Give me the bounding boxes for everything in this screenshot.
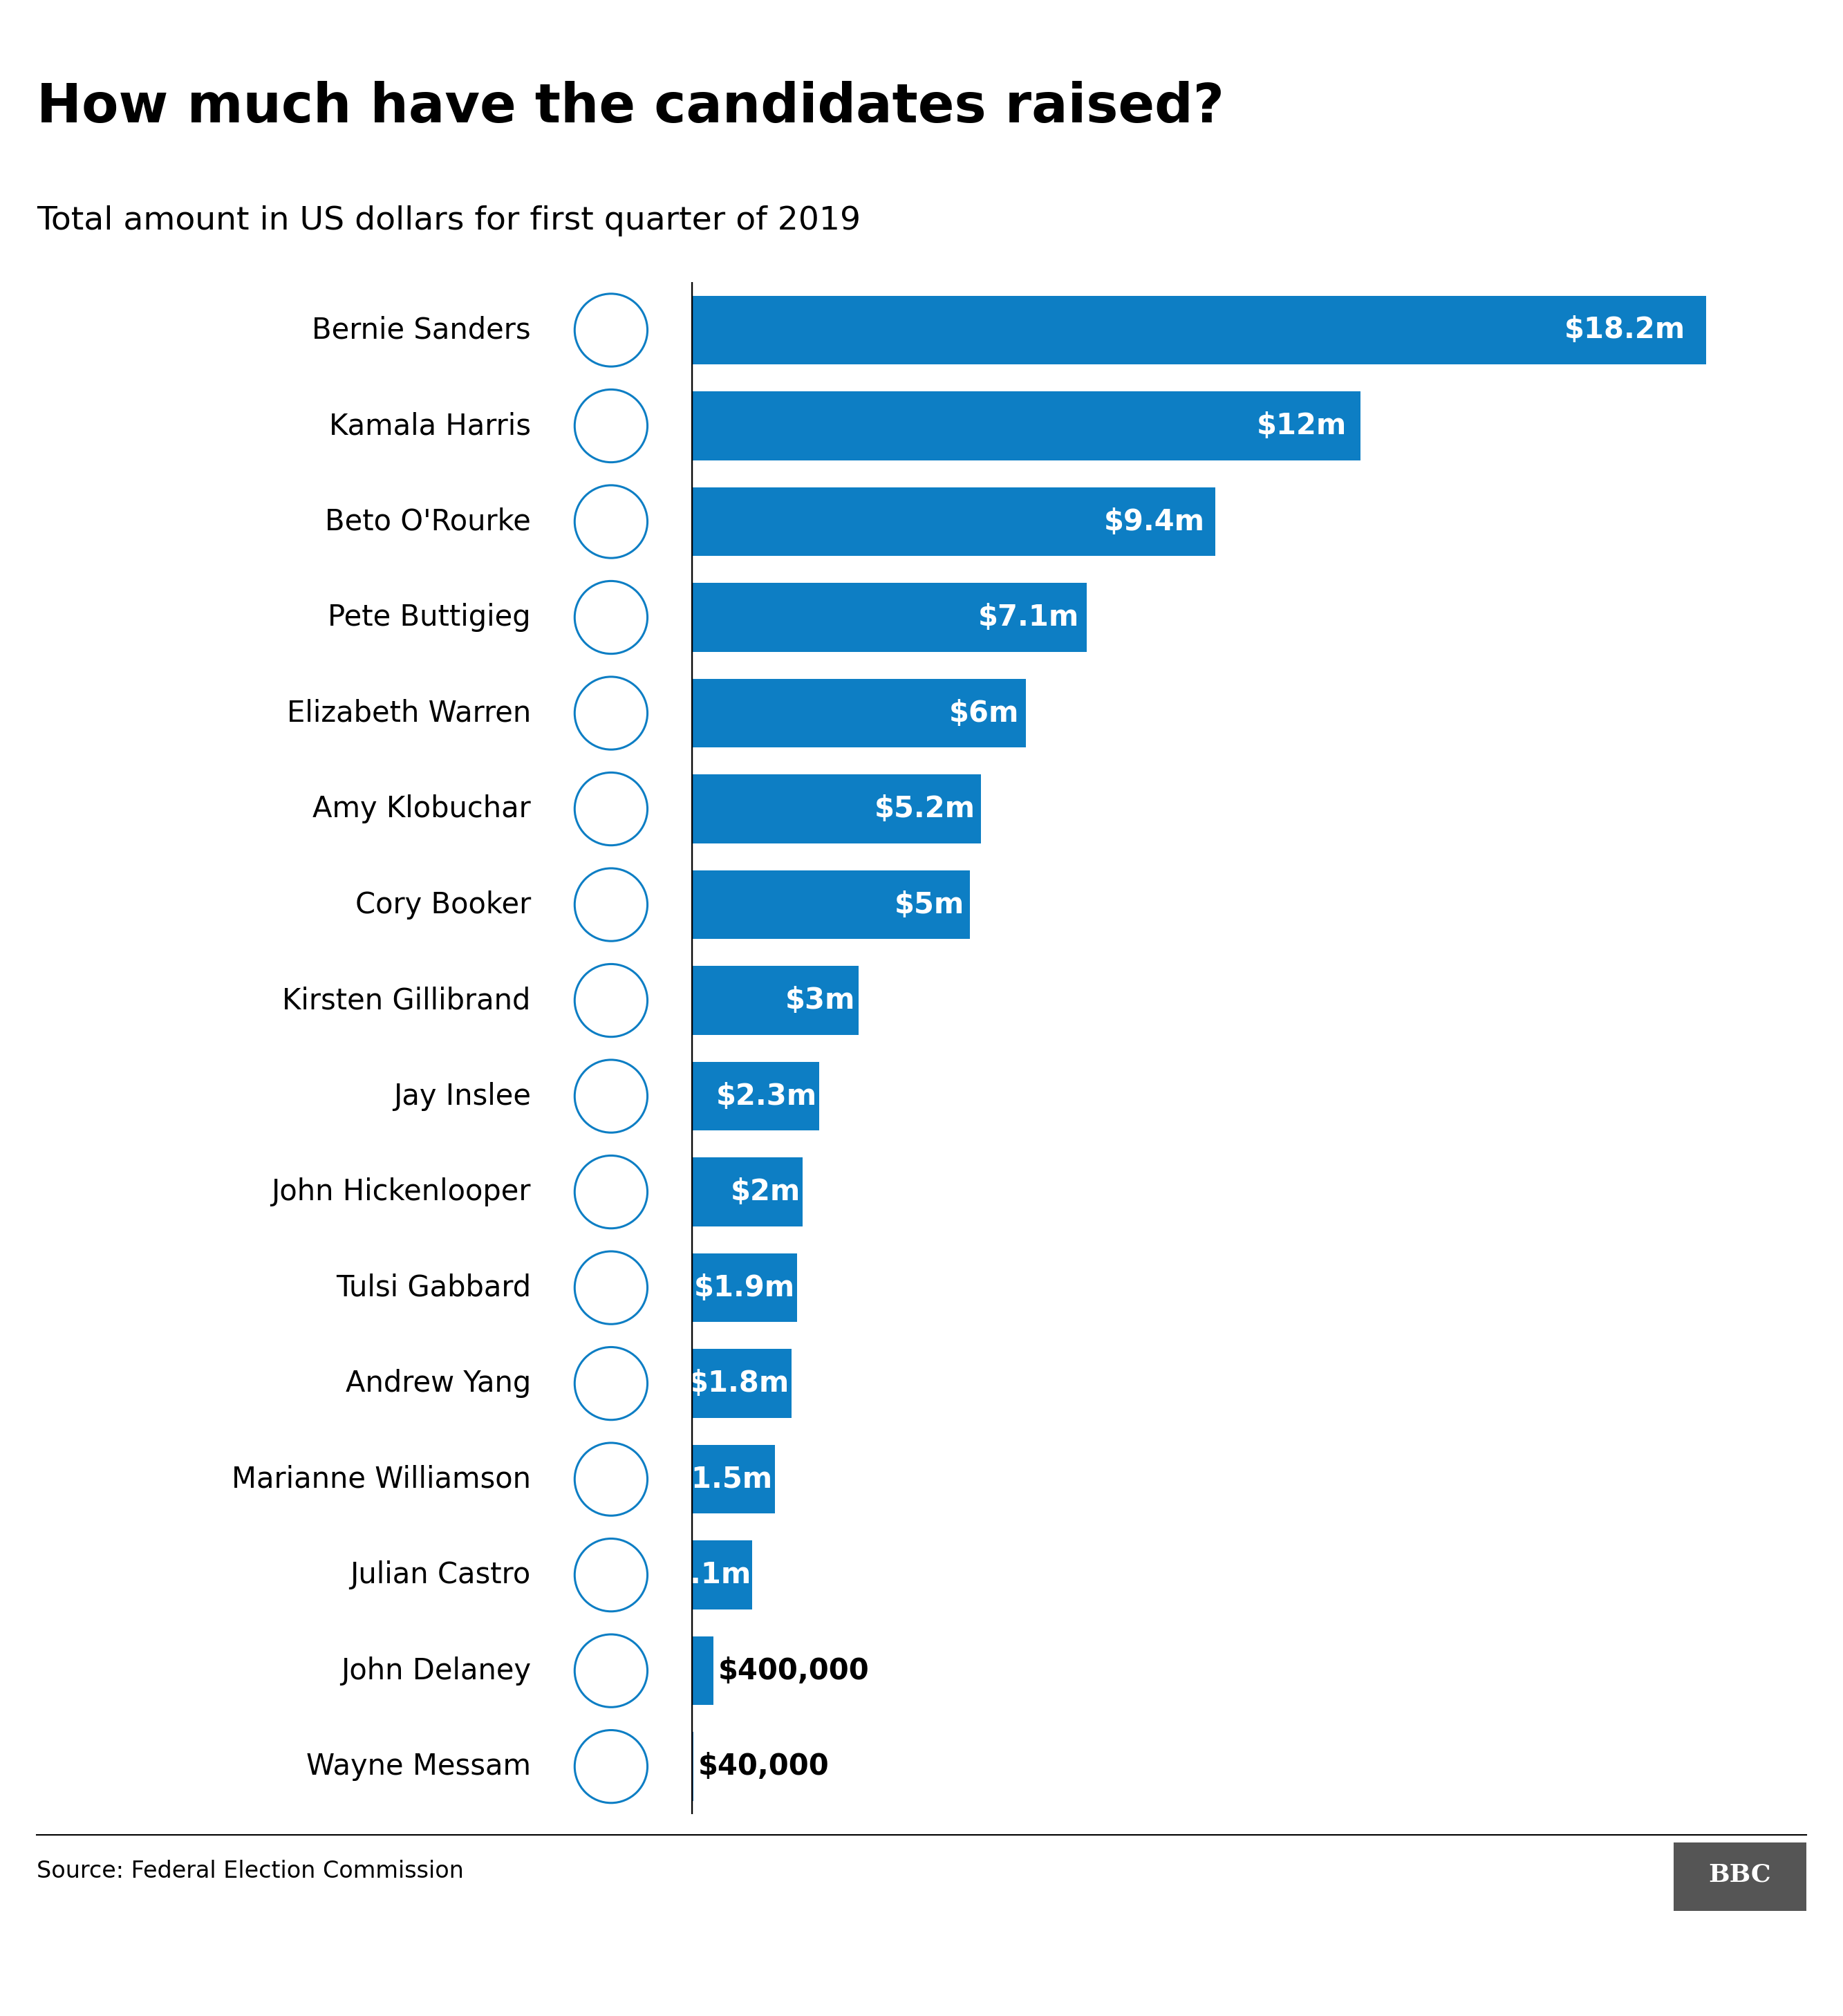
- Text: $7.1m: $7.1m: [979, 603, 1078, 631]
- Text: Andrew Yang: Andrew Yang: [345, 1369, 531, 1397]
- Text: Cory Booker: Cory Booker: [356, 891, 531, 919]
- Text: Kirsten Gillibrand: Kirsten Gillibrand: [282, 986, 531, 1014]
- Text: $3m: $3m: [785, 986, 855, 1014]
- Text: John Delaney: John Delaney: [341, 1657, 531, 1685]
- Bar: [691, 583, 1087, 651]
- Bar: [691, 296, 1707, 365]
- Text: How much have the candidates raised?: How much have the candidates raised?: [37, 81, 1224, 133]
- Bar: [691, 871, 969, 939]
- Text: $2.3m: $2.3m: [715, 1083, 816, 1111]
- Bar: [691, 966, 859, 1034]
- Text: Beto O'Rourke: Beto O'Rourke: [324, 508, 531, 536]
- Bar: [691, 1732, 693, 1800]
- Bar: [691, 391, 1360, 460]
- Text: $12m: $12m: [1257, 411, 1347, 439]
- Text: $5.2m: $5.2m: [874, 794, 975, 823]
- Bar: [691, 1445, 774, 1514]
- Text: Amy Klobuchar: Amy Klobuchar: [313, 794, 531, 823]
- Text: Kamala Harris: Kamala Harris: [328, 411, 531, 439]
- Text: Pete Buttigieg: Pete Buttigieg: [328, 603, 531, 631]
- Text: $6m: $6m: [949, 700, 1019, 728]
- Text: Marianne Williamson: Marianne Williamson: [232, 1466, 531, 1494]
- Text: $5m: $5m: [894, 891, 964, 919]
- Text: $2m: $2m: [730, 1177, 800, 1206]
- Bar: [691, 488, 1215, 556]
- Text: $40,000: $40,000: [698, 1752, 829, 1780]
- Text: Total amount in US dollars for first quarter of 2019: Total amount in US dollars for first qua…: [37, 206, 861, 236]
- FancyBboxPatch shape: [1673, 1843, 1806, 1911]
- Text: Tulsi Gabbard: Tulsi Gabbard: [335, 1274, 531, 1302]
- Bar: [691, 1349, 791, 1417]
- Text: Jay Inslee: Jay Inslee: [393, 1083, 531, 1111]
- Bar: [691, 1254, 796, 1322]
- Text: $400,000: $400,000: [719, 1657, 870, 1685]
- Text: $1.8m: $1.8m: [689, 1369, 789, 1397]
- Bar: [691, 1637, 713, 1706]
- Text: Source: Federal Election Commission: Source: Federal Election Commission: [37, 1859, 464, 1883]
- Text: Bernie Sanders: Bernie Sanders: [311, 317, 531, 345]
- Text: Wayne Messam: Wayne Messam: [306, 1752, 531, 1780]
- Text: $18.2m: $18.2m: [1565, 317, 1686, 345]
- Text: $1.9m: $1.9m: [695, 1274, 794, 1302]
- Text: $1.1m: $1.1m: [651, 1560, 752, 1589]
- Text: BBC: BBC: [1708, 1863, 1771, 1887]
- Bar: [691, 1062, 820, 1131]
- Bar: [691, 1540, 752, 1609]
- Text: Julian Castro: Julian Castro: [350, 1560, 531, 1589]
- Bar: [691, 1157, 804, 1226]
- Text: $1.5m: $1.5m: [673, 1466, 772, 1494]
- Text: $9.4m: $9.4m: [1104, 508, 1205, 536]
- Bar: [691, 679, 1025, 748]
- Text: John Hickenlooper: John Hickenlooper: [271, 1177, 531, 1206]
- Text: Elizabeth Warren: Elizabeth Warren: [286, 700, 531, 728]
- Bar: [691, 774, 980, 843]
